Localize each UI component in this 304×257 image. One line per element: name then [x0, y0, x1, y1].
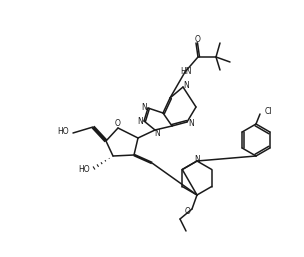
Text: N: N — [141, 103, 147, 112]
Text: N: N — [188, 118, 194, 127]
Text: HO: HO — [78, 166, 90, 175]
Text: N: N — [183, 81, 189, 90]
Text: N: N — [137, 117, 143, 126]
Text: HO: HO — [57, 127, 69, 136]
Text: O: O — [185, 207, 191, 216]
Text: O: O — [115, 118, 121, 127]
Text: N: N — [154, 130, 160, 139]
Text: Cl: Cl — [265, 106, 272, 115]
Text: HN: HN — [180, 68, 192, 77]
Text: N: N — [194, 155, 200, 164]
Text: O: O — [195, 35, 201, 44]
